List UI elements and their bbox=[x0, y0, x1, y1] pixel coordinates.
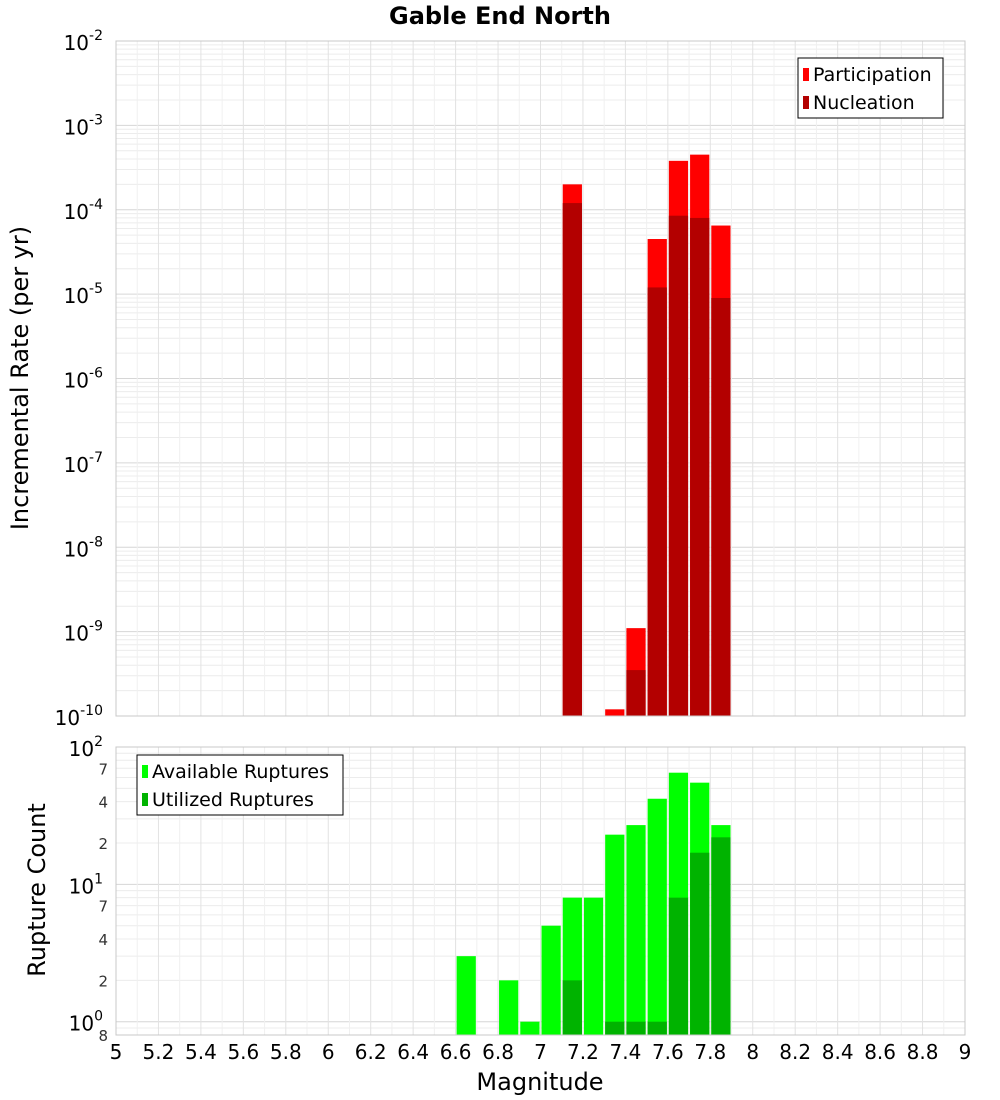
bottom-bar bbox=[626, 1021, 646, 1035]
bottom-plot-border bbox=[115, 746, 966, 1036]
x-tick-label: 9 bbox=[959, 1040, 972, 1064]
x-tick-label: 6.8 bbox=[482, 1040, 514, 1064]
x-tick-label: 7.6 bbox=[652, 1040, 684, 1064]
bottom-panel: 102 101 100 7 4 2 7 4 2 8 Available Ruptures Utiliz… bbox=[69, 734, 966, 1045]
bottom-legend-swatch bbox=[142, 793, 148, 806]
top-bar bbox=[668, 215, 689, 717]
bottom-legend-label: Available Ruptures bbox=[152, 761, 329, 783]
bottom-bar bbox=[711, 837, 731, 1035]
chart-title: Gable End North bbox=[389, 2, 611, 30]
bottom-bar bbox=[499, 980, 519, 1035]
top-legend-box bbox=[797, 57, 944, 119]
x-axis-title: Magnitude bbox=[476, 1068, 603, 1096]
top-y-tick-label: 10-9 bbox=[64, 619, 103, 646]
bottom-bar bbox=[647, 798, 667, 1035]
bottom-y-minor-tick-label: 8 bbox=[98, 1027, 108, 1045]
x-tick-label: 8 bbox=[746, 1040, 759, 1064]
top-y-tick-label: 10-4 bbox=[64, 197, 104, 224]
bottom-bar bbox=[605, 834, 625, 1035]
top-legend-label: Nucleation bbox=[813, 92, 915, 114]
x-tick-label: 5 bbox=[110, 1040, 123, 1064]
top-bar bbox=[711, 297, 731, 716]
bottom-bar bbox=[562, 980, 582, 1035]
x-tick-label: 6.2 bbox=[355, 1040, 387, 1064]
bottom-bar bbox=[456, 956, 476, 1035]
bottom-bar bbox=[541, 925, 561, 1035]
bottom-y-minor-tick-label: 2 bbox=[98, 835, 108, 853]
top-plot-border bbox=[115, 40, 966, 717]
x-tick-label: 5.4 bbox=[185, 1040, 217, 1064]
top-bar bbox=[626, 670, 646, 716]
top-legend-swatch bbox=[803, 96, 809, 109]
bottom-y-minor-tick-label: 2 bbox=[98, 972, 108, 990]
bottom-y-axis-title: Rupture Count bbox=[23, 803, 51, 977]
x-tick-label: 6.4 bbox=[397, 1040, 429, 1064]
top-bar bbox=[562, 203, 582, 716]
bottom-y-minor-tick-label: 7 bbox=[98, 760, 108, 778]
x-tick-label: 7.2 bbox=[567, 1040, 599, 1064]
bottom-y-minor-tick-label: 4 bbox=[98, 794, 108, 812]
bottom-y-minor-tick-label: 7 bbox=[98, 898, 108, 916]
top-y-tick-label: 10-10 bbox=[55, 703, 103, 730]
x-tick-label: 8.4 bbox=[822, 1040, 854, 1064]
bottom-y-tick-label: 101 bbox=[69, 871, 103, 898]
x-tick-label: 7 bbox=[534, 1040, 547, 1064]
top-y-tick-label: 10-7 bbox=[64, 450, 103, 477]
bottom-legend-box bbox=[136, 754, 344, 816]
bottom-bar bbox=[520, 1021, 540, 1035]
bottom-y-tick-label: 100 bbox=[69, 1009, 103, 1036]
bottom-bar bbox=[583, 897, 604, 1035]
top-legend-label: Participation bbox=[813, 64, 932, 86]
top-panel: 10-2 10-3 10-4 10-5 10-6 10-7 10-8 10-9 10-10 Par… bbox=[55, 28, 966, 730]
bottom-bar bbox=[668, 897, 689, 1035]
top-y-tick-label: 10-3 bbox=[64, 112, 103, 139]
bottom-bar bbox=[626, 825, 646, 1035]
bottom-y-tick-label: 102 bbox=[69, 734, 103, 761]
top-bar bbox=[605, 709, 625, 716]
bottom-bar bbox=[690, 852, 710, 1035]
x-tick-label: 7.4 bbox=[609, 1040, 641, 1064]
bottom-bar bbox=[605, 1021, 625, 1035]
x-tick-label: 7.8 bbox=[694, 1040, 726, 1064]
x-axis: 5 5.2 5.4 5.6 5.8 6 6.2 6.4 6.6 6.8 7 7.2 7.4 7.6 7.8 8… bbox=[110, 1040, 972, 1064]
x-tick-label: 5.2 bbox=[143, 1040, 175, 1064]
x-tick-label: 8.6 bbox=[864, 1040, 896, 1064]
top-legend-swatch bbox=[803, 68, 809, 81]
x-tick-label: 8.2 bbox=[779, 1040, 811, 1064]
top-bar bbox=[647, 287, 667, 716]
x-tick-label: 6 bbox=[322, 1040, 335, 1064]
bottom-legend-swatch bbox=[142, 765, 148, 778]
top-y-tick-label: 10-6 bbox=[64, 366, 104, 393]
x-tick-label: 5.8 bbox=[270, 1040, 302, 1064]
bottom-y-minor-tick-label: 4 bbox=[98, 931, 108, 949]
top-y-tick-label: 10-8 bbox=[64, 534, 103, 561]
bottom-bar bbox=[647, 1021, 667, 1035]
top-y-tick-label: 10-2 bbox=[64, 28, 103, 55]
x-tick-label: 8.8 bbox=[907, 1040, 939, 1064]
top-y-axis-title: Incremental Rate (per yr) bbox=[6, 226, 34, 530]
x-tick-label: 5.6 bbox=[227, 1040, 259, 1064]
top-bar bbox=[690, 217, 710, 716]
bottom-legend-label: Utilized Ruptures bbox=[152, 789, 314, 811]
top-y-tick-label: 10-5 bbox=[64, 281, 103, 308]
x-tick-label: 6.6 bbox=[440, 1040, 472, 1064]
